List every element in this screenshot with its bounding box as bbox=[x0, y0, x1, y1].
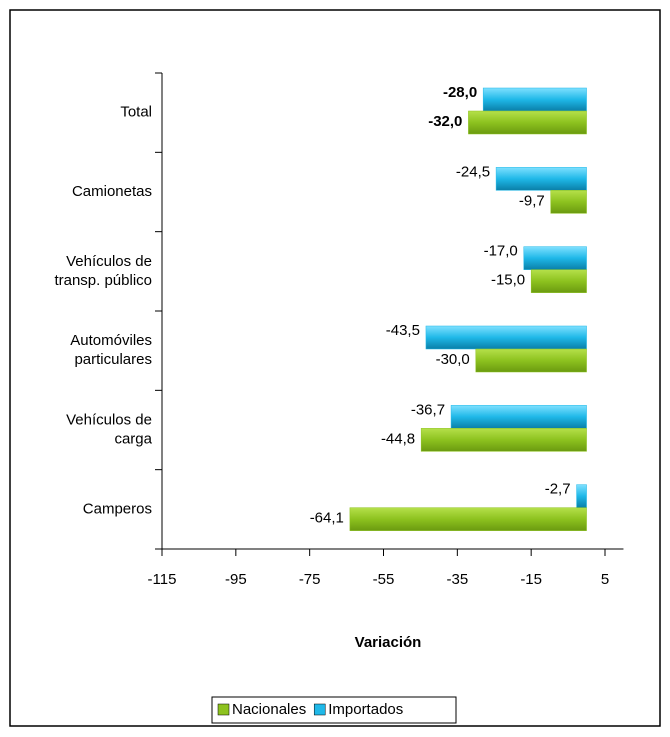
y-tick-label: Camionetas bbox=[72, 183, 152, 200]
bar bbox=[482, 87, 587, 112]
bar bbox=[425, 325, 587, 350]
x-tick-label: 5 bbox=[601, 571, 609, 588]
y-tick-label: Automóviles particulares bbox=[70, 332, 152, 368]
value-label: -36,7 bbox=[411, 401, 445, 418]
value-label: -9,7 bbox=[519, 192, 545, 209]
value-label: -32,0 bbox=[428, 113, 462, 130]
legend bbox=[211, 696, 457, 724]
bar bbox=[576, 484, 587, 508]
bar bbox=[349, 507, 587, 531]
legend-swatch bbox=[217, 703, 230, 716]
y-tick-label: Vehículos de carga bbox=[66, 411, 153, 447]
frame bbox=[9, 9, 661, 727]
value-label: -64,1 bbox=[310, 510, 344, 527]
bar bbox=[530, 269, 587, 293]
legend-label: Importados bbox=[328, 701, 403, 718]
x-tick-label: -75 bbox=[299, 571, 321, 588]
value-label: -28,0 bbox=[443, 84, 477, 101]
bar bbox=[523, 246, 587, 270]
bar bbox=[475, 348, 587, 373]
bar bbox=[495, 167, 587, 191]
value-label: -44,8 bbox=[381, 430, 415, 447]
y-tick-label: Vehículos de transp. público bbox=[54, 253, 152, 289]
value-label: -24,5 bbox=[456, 163, 490, 180]
x-tick-label: -95 bbox=[225, 571, 247, 588]
legend-label: Nacionales bbox=[232, 701, 306, 718]
bar bbox=[468, 110, 587, 135]
value-label: -2,7 bbox=[545, 481, 571, 498]
value-label: -30,0 bbox=[436, 351, 470, 368]
value-label: -43,5 bbox=[386, 322, 420, 339]
bar bbox=[420, 428, 587, 452]
x-tick-label: -55 bbox=[373, 571, 395, 588]
legend-swatch bbox=[313, 703, 326, 716]
x-axis-label: Variación bbox=[355, 634, 422, 651]
value-label: -15,0 bbox=[491, 272, 525, 289]
x-tick-label: -115 bbox=[148, 571, 177, 588]
x-tick-label: -15 bbox=[520, 571, 542, 588]
y-tick-label: Total bbox=[120, 104, 152, 121]
x-tick-label: -35 bbox=[446, 571, 468, 588]
y-tick-label: Camperos bbox=[83, 500, 152, 517]
value-label: -17,0 bbox=[484, 243, 518, 260]
bar bbox=[450, 405, 587, 429]
bar bbox=[550, 190, 587, 214]
